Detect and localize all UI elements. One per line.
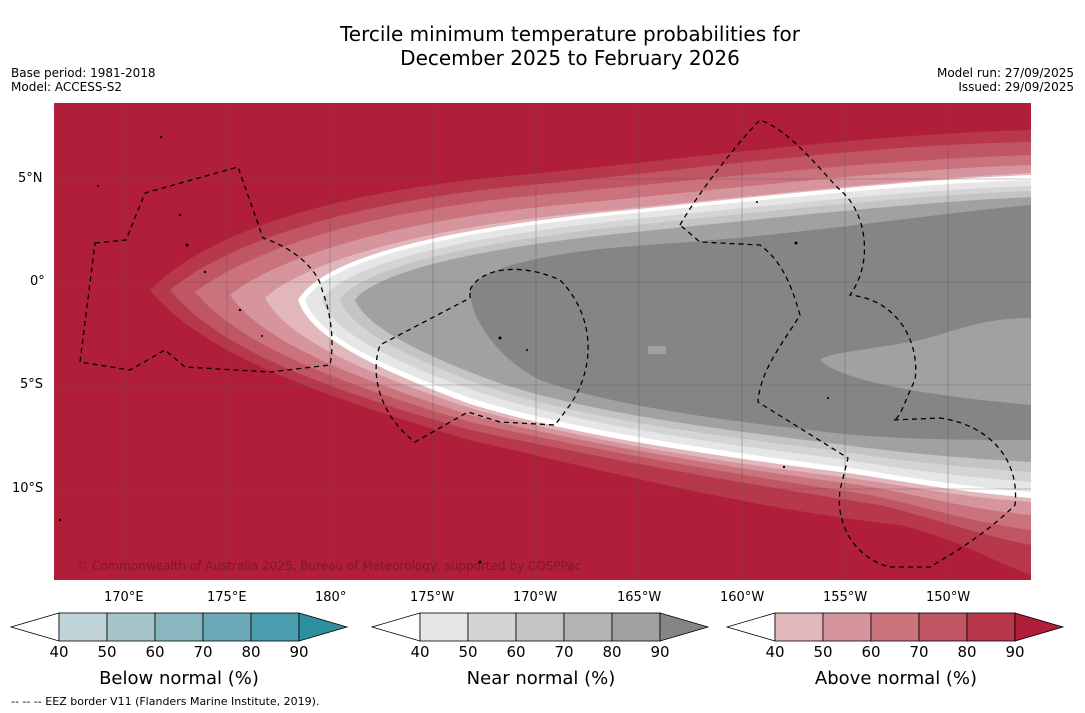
model-run: Model run: 27/09/2025 [936,66,1074,80]
colorbar-tick-label: 90 [1005,643,1025,661]
lat-label-0: 0° [30,274,45,289]
colorbar-segment [154,612,204,642]
colorbar-segment [822,612,872,642]
colorbar-extend-right [1014,612,1065,642]
lon-label-175e: 175°E [207,590,247,605]
colorbar-segment [106,612,156,642]
colorbar-tick-label: 50 [813,643,833,661]
colorbar-segment [918,612,968,642]
eez-borders [79,119,1017,568]
lat-label-5n: 5°N [18,171,43,186]
colorbar-tick-label: 40 [410,643,430,661]
colorbar-tick-label: 90 [650,643,670,661]
eez-footnote: -- -- -- EEZ border V11 (Flanders Marine… [11,695,320,708]
lon-label-155w: 155°W [823,590,868,605]
colorbar-tick-label: 60 [506,643,526,661]
colorbar-segment [774,612,824,642]
lat-label-5s: 5°S [20,377,44,392]
colorbar-tick-label: 40 [49,643,69,661]
colorbar-extend-left [725,612,776,642]
issued-date: Issued: 29/09/2025 [958,80,1074,94]
colorbar-tick-label: 60 [145,643,165,661]
colorbar-tick-label: 80 [957,643,977,661]
lon-label-170e: 170°E [104,590,144,605]
lon-label-165w: 165°W [617,590,662,605]
title-line-1: Tercile minimum temperature probabilitie… [339,22,801,46]
colorbar-extend-left [9,612,60,642]
colorbar-tick-label: 90 [289,643,309,661]
colorbar-title-below: Below normal (%) [99,668,259,689]
colorbar-title-above: Above normal (%) [814,668,978,689]
base-period: Base period: 1981-2018 [11,66,156,80]
colorbar-segment [202,612,252,642]
colorbar-segment [467,612,517,642]
probability-field: © Commonwealth of Australia 2025, Bureau… [54,103,1031,580]
colorbar-tick-label: 50 [458,643,478,661]
colorbar-segment [419,612,469,642]
colorbar-below-normal [9,612,349,642]
colorbar-tick-label: 80 [241,643,261,661]
colorbar-tick-label: 60 [861,643,881,661]
islands [58,135,829,564]
colorbar-tick-label: 70 [193,643,213,661]
colorbar-tick-label: 80 [602,643,622,661]
colorbar-segment [250,612,300,642]
colorbar-extend-right [659,612,710,642]
colorbar-extend-right [298,612,349,642]
colorbar-segment [515,612,565,642]
colorbar-above-normal [725,612,1065,642]
colorbar-extend-left [370,612,421,642]
copyright-text: © Commonwealth of Australia 2025, Bureau… [76,559,581,573]
lon-label-180: 180° [315,590,347,605]
lon-label-175w: 175°W [410,590,455,605]
lon-label-160w: 160°W [720,590,765,605]
lat-label-10s: 10°S [12,481,44,496]
colorbar-segment [563,612,613,642]
lon-label-150w: 150°W [926,590,971,605]
colorbar-tick-label: 50 [97,643,117,661]
colorbar-segment [58,612,108,642]
colorbar-tick-label: 70 [909,643,929,661]
lon-label-170w: 170°W [513,590,558,605]
model-name: Model: ACCESS-S2 [11,80,123,94]
colorbar-segment [611,612,661,642]
colorbar-tick-label: 40 [765,643,785,661]
colorbar-near-normal [370,612,710,642]
colorbar-segment [870,612,920,642]
colorbar-tick-label: 70 [554,643,574,661]
colorbar-title-near: Near normal (%) [466,668,616,689]
title-line-2: December 2025 to February 2026 [400,46,740,70]
colorbar-segment [966,612,1016,642]
